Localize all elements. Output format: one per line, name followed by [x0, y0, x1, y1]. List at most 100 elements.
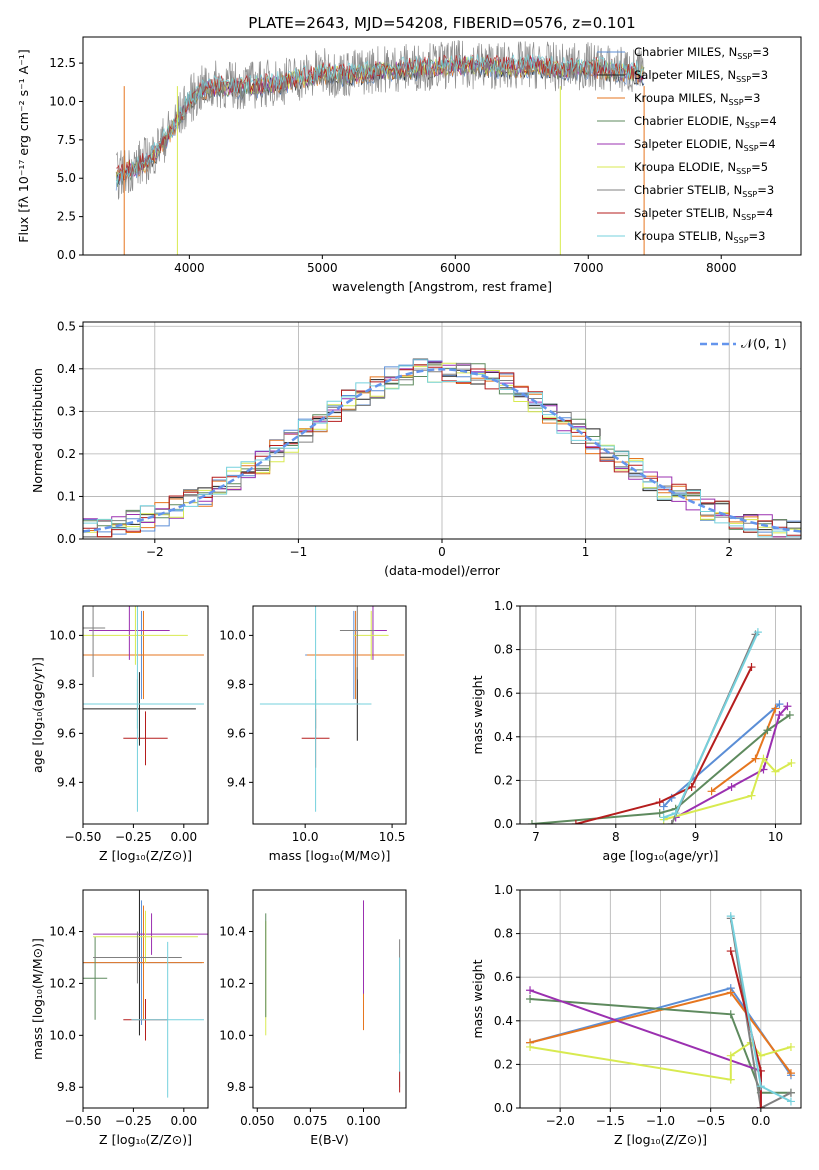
legend-count: =3: [749, 229, 766, 243]
series-point: [659, 813, 668, 822]
axes-frame: [252, 605, 407, 825]
series-line-chabrier-stelib: [729, 918, 792, 1108]
legend-subscript: SSP: [742, 190, 757, 199]
x-tick-label: 0.100: [346, 1114, 380, 1128]
y-axis-label: age [log₁₀(age/yr)]: [30, 657, 45, 773]
legend-text: Chabrier ELODIE, N: [634, 114, 745, 128]
spectrum-line-salpeter-stelib: [116, 54, 645, 182]
legend-text: Kroupa ELODIE, N: [634, 160, 736, 174]
series-point: [786, 1069, 795, 1078]
legend-text: Salpeter ELODIE, N: [634, 137, 744, 151]
legend-count: =4: [756, 206, 773, 220]
x-tick-label: 4000: [174, 261, 205, 275]
legend-entry: Kroupa STELIB, NSSP=3: [634, 229, 765, 245]
axes-frame: [82, 889, 209, 1109]
legend-subscript: SSP: [729, 98, 744, 107]
y-tick-label: 9.8: [227, 677, 246, 691]
panel-mass-vs-ebv: 0.050 0.075 0.100 9.8 10.0 10.2 10.4 E(B-V): [219, 889, 407, 1147]
y-tick-label: 10.0: [49, 628, 76, 642]
y-tick-label: 10.4: [49, 925, 76, 939]
series-point: [526, 995, 535, 1003]
axes-frame: [82, 36, 802, 256]
x-tick-label: −0.25: [115, 1114, 152, 1128]
legend-count: =3: [744, 91, 761, 105]
x-tick-label: −1.0: [646, 1114, 675, 1128]
series-point: [786, 1088, 795, 1097]
series-point: [785, 711, 794, 719]
series-point: [753, 628, 762, 637]
y-tick-label: 0.1: [57, 489, 76, 503]
y-tick-label: 10.0: [219, 628, 246, 642]
y-tick-label: 9.4: [227, 775, 246, 789]
x-axis-label: mass [log₁₀(M/M⊙)]: [269, 848, 391, 863]
x-tick-label: 6000: [440, 261, 471, 275]
legend-text: Chabrier STELIB, N: [634, 183, 742, 197]
spectrum-line-kroupa-miles: [115, 58, 645, 183]
y-tick-label: 9.6: [57, 726, 76, 740]
spectrum-line-chabrier-elodie: [115, 58, 645, 188]
x-tick-label: 0.075: [293, 1114, 327, 1128]
series-point: [671, 809, 680, 818]
y-tick-label: 0.0: [57, 532, 76, 546]
series-point: [747, 791, 756, 800]
x-tick-label: −1: [290, 545, 308, 559]
plot-area: [83, 890, 208, 1098]
plot-area: [265, 900, 401, 1093]
x-tick-label: 0.00: [170, 830, 197, 844]
series-point: [667, 820, 676, 824]
normal-curve: [83, 368, 801, 533]
x-tick-label: 10.0: [292, 830, 319, 844]
y-tick-label: 0.0: [494, 1101, 513, 1115]
legend-entry: Chabrier MILES, NSSP=3: [634, 45, 769, 61]
series-point: [526, 1042, 535, 1051]
y-tick-label: 7.5: [57, 133, 76, 147]
x-axis-label: age [log₁₀(age/yr)]: [603, 848, 719, 863]
y-tick-label: 1.0: [494, 599, 513, 613]
y-tick-label: 9.8: [57, 677, 76, 691]
x-axis-label: (data-model)/error: [384, 563, 501, 578]
x-tick-label: 0: [438, 545, 446, 559]
y-tick-label: 0.4: [57, 362, 76, 376]
x-tick-label: −0.25: [115, 830, 152, 844]
series-point: [687, 782, 696, 791]
axes-frame: [519, 605, 802, 825]
axes-frame: [252, 889, 407, 1109]
x-tick-label: 10.5: [379, 830, 406, 844]
y-tick-label: 9.8: [57, 1080, 76, 1094]
series-point: [655, 798, 664, 807]
y-tick-label: 0.0: [494, 817, 513, 831]
series-line-chabrier-elodie: [529, 998, 791, 1094]
plot-area: [259, 606, 405, 812]
panel-massweight-vs-Z: −2.0 −1.5 −1.0 −0.5 0.0 0.0 0.2 0.4 0.6 0.8 1.0 Z […: [470, 883, 802, 1147]
legend-count: =3: [757, 183, 774, 197]
panel-mass-vs-Z: −0.50 −0.25 0.00 9.8 10.0 10.2 10.4 Z [log₁₀(Z/…: [30, 889, 209, 1147]
series-point: [726, 1010, 735, 1019]
y-axis-label: mass [log₁₀(M/M⊙)]: [30, 938, 45, 1060]
x-tick-label: 8: [612, 830, 620, 844]
legend-entry: Chabrier ELODIE, NSSP=4: [634, 114, 777, 130]
panel-residuals: 𝒩(0, 1) −2 −1 0 1 2 0.0 0.1 0.2 0.3 0.4 0.5 (data-mo…: [30, 319, 802, 578]
legend-entry: Kroupa ELODIE, NSSP=5: [634, 160, 768, 176]
series-point: [771, 704, 780, 713]
y-tick-label: 10.4: [219, 925, 246, 939]
y-tick-label: 1.0: [494, 883, 513, 897]
x-tick-label: 7000: [573, 261, 604, 275]
series-point: [527, 820, 536, 824]
series-point: [726, 912, 735, 921]
legend-text: Chabrier MILES, N: [634, 45, 737, 59]
plot-area: [83, 358, 801, 538]
legend-entry: Kroupa MILES, NSSP=3: [634, 91, 760, 107]
series-point: [786, 1042, 795, 1051]
x-axis-label: Z [log₁₀(Z/Z⊙)]: [614, 1132, 707, 1147]
legend-subscript: SSP: [736, 75, 751, 84]
legend-subscript: SSP: [744, 144, 759, 153]
y-tick-label: 0.4: [494, 1014, 513, 1028]
series-point: [756, 1104, 765, 1108]
y-tick-label: 0.0: [57, 248, 76, 262]
series-point: [756, 1082, 765, 1091]
series-point: [727, 782, 736, 791]
legend-subscript: SSP: [741, 213, 756, 222]
y-tick-label: 10.0: [219, 1028, 246, 1042]
y-tick-label: 0.3: [57, 404, 76, 418]
